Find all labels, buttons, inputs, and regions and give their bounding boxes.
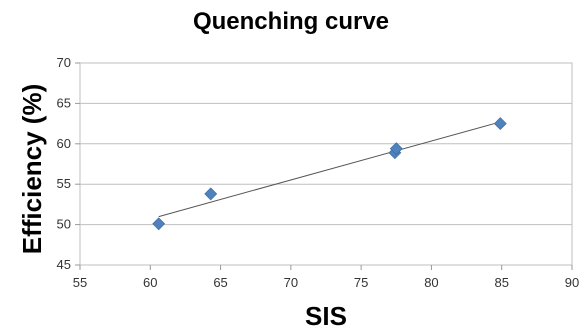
y-tick-label: 60 bbox=[57, 136, 71, 151]
y-tick-label: 55 bbox=[57, 176, 71, 191]
data-point-marker bbox=[152, 217, 166, 231]
x-tick-label: 60 bbox=[143, 275, 157, 290]
gridlines bbox=[80, 62, 572, 266]
x-tick-label: 70 bbox=[284, 275, 298, 290]
data-point-marker bbox=[204, 187, 218, 201]
y-tick-label: 45 bbox=[57, 257, 71, 272]
x-tick-label: 75 bbox=[354, 275, 368, 290]
trendline bbox=[158, 121, 501, 218]
axes: 45 50 55 60 65 70 55 60 65 70 75 80 85 90 bbox=[57, 55, 580, 290]
y-axis-title: Efficiency (%) bbox=[17, 84, 47, 255]
data-point-marker bbox=[389, 142, 403, 156]
x-tick-label: 90 bbox=[565, 275, 579, 290]
y-tick-label: 70 bbox=[57, 55, 71, 70]
x-tick-label: 80 bbox=[424, 275, 438, 290]
chart-title: Quenching curve bbox=[192, 8, 390, 35]
y-tick-label: 65 bbox=[57, 95, 71, 110]
data-point-marker bbox=[493, 117, 507, 131]
plot-area bbox=[79, 62, 573, 266]
y-tick-label: 50 bbox=[57, 217, 71, 232]
x-axis-title: SIS bbox=[305, 301, 347, 331]
x-tick-label: 85 bbox=[494, 275, 508, 290]
data-points bbox=[152, 117, 507, 231]
x-tick-label: 65 bbox=[213, 275, 227, 290]
x-tick-label: 55 bbox=[73, 275, 87, 290]
